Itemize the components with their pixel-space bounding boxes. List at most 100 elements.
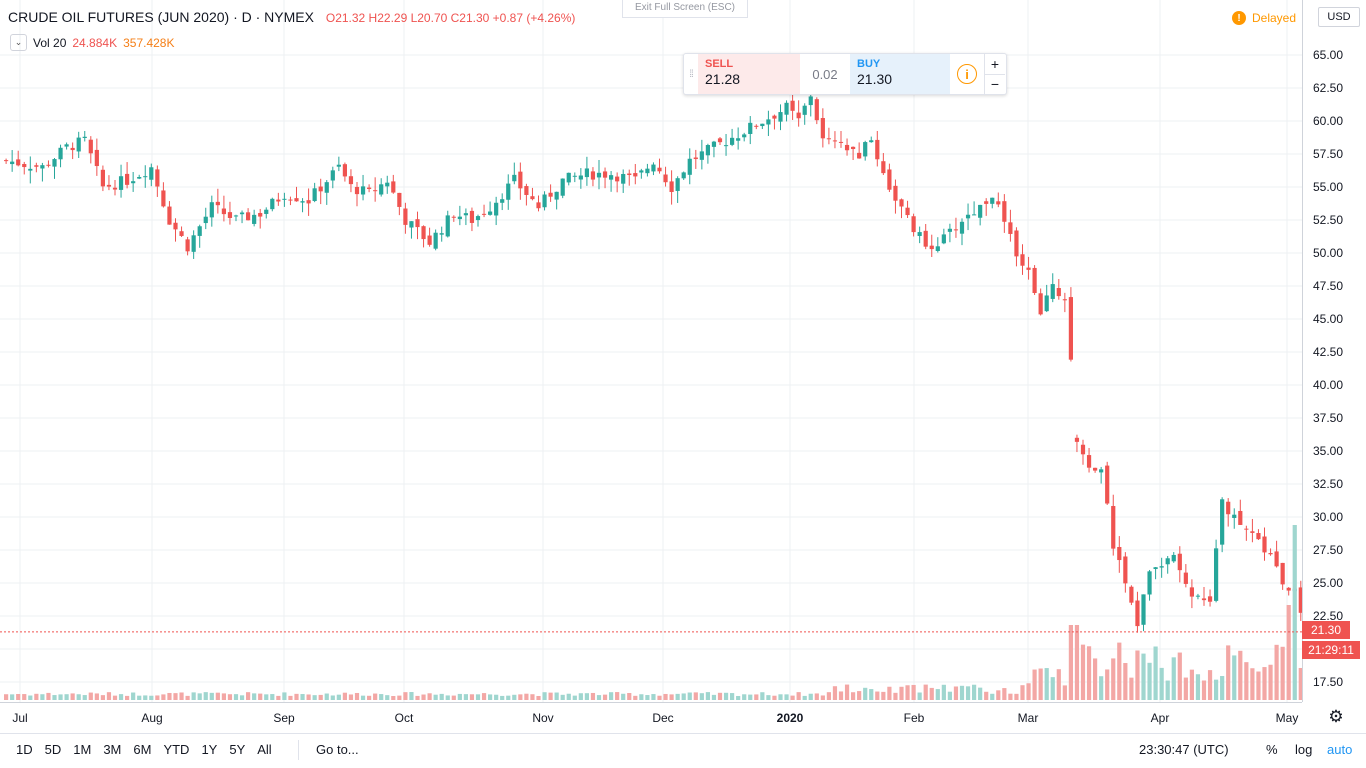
range-button-6m[interactable]: 6M <box>133 742 152 757</box>
auto-toggle[interactable]: auto <box>1327 742 1353 757</box>
candle-body <box>203 216 208 224</box>
clock[interactable]: 23:30:47 (UTC) <box>1139 742 1229 757</box>
volume-bar <box>348 694 354 700</box>
candle-body <box>451 216 456 218</box>
price-tick: 32.50 <box>1313 477 1344 491</box>
volume-bar <box>669 694 674 700</box>
candle-body <box>802 105 807 115</box>
volume-bar <box>1105 669 1110 700</box>
price-tick: 35.00 <box>1313 444 1344 458</box>
delayed-indicator[interactable]: ! Delayed <box>1232 11 1296 25</box>
volume-bar <box>717 692 723 700</box>
goto-button[interactable]: Go to... <box>316 742 359 757</box>
price-tick: 60.00 <box>1313 114 1344 128</box>
range-button-all[interactable]: All <box>257 742 272 757</box>
candle-body <box>911 216 916 233</box>
volume-bar <box>1195 674 1201 700</box>
range-button-1y[interactable]: 1Y <box>201 742 218 757</box>
range-button-1d[interactable]: 1D <box>16 742 33 757</box>
volume-bar <box>808 693 813 700</box>
range-button-ytd[interactable]: YTD <box>163 742 190 757</box>
candle-body <box>227 212 233 218</box>
candle-body <box>469 210 475 223</box>
candle-body <box>360 186 366 195</box>
volume-legend[interactable]: ⌄ Vol 20 24.884K 357.428K <box>10 34 174 51</box>
volume-bar <box>651 694 656 700</box>
price-tick: 62.50 <box>1313 81 1344 95</box>
range-button-3m[interactable]: 3M <box>103 742 122 757</box>
price-axis[interactable]: 65.00 62.50 60.00 57.50 55.00 52.50 50.00 47.50… <box>1302 0 1366 702</box>
candle-body <box>118 176 124 190</box>
volume-bar <box>1002 688 1007 700</box>
volume-bar <box>663 693 668 700</box>
candle-body <box>379 184 384 195</box>
candle-body <box>584 168 589 178</box>
drag-handle-icon[interactable]: ⁞⁞ <box>689 68 694 80</box>
volume-bar <box>46 692 51 700</box>
exit-fullscreen-button[interactable]: Exit Full Screen (ESC) <box>622 0 748 18</box>
volume-bar <box>457 693 462 700</box>
chevron-down-icon[interactable]: ⌄ <box>10 34 27 51</box>
candle-body <box>1074 437 1080 442</box>
volume-bar <box>530 694 535 700</box>
volume-bar <box>1214 679 1219 700</box>
candle-body <box>76 137 81 152</box>
quantity-stepper: + − <box>984 54 1005 94</box>
volume-bar <box>1068 625 1073 700</box>
volume-bar <box>112 695 118 700</box>
volume-bar <box>590 692 596 700</box>
volume-bar <box>693 692 698 700</box>
price-tick: 17.50 <box>1313 675 1344 689</box>
volume-bar <box>1135 650 1140 700</box>
time-tick: 2020 <box>776 711 804 725</box>
volume-bar <box>40 694 45 700</box>
volume-bar <box>584 693 589 700</box>
currency-button[interactable]: USD <box>1318 7 1360 27</box>
sell-button[interactable]: SELL 21.28 <box>698 54 800 94</box>
volume-bar <box>1117 642 1122 700</box>
gear-icon[interactable]: ⚙ <box>1328 707 1344 726</box>
info-button[interactable]: i <box>950 54 984 94</box>
volume-bar <box>929 687 934 700</box>
symbol-title[interactable]: CRUDE OIL FUTURES (JUN 2020) · D · NYMEX… <box>8 9 575 25</box>
volume-bar <box>391 695 396 700</box>
ohlc-values: O21.32 H22.29 L20.70 C21.30 +0.87 (+4.26… <box>325 11 576 25</box>
volume-bar <box>481 693 487 700</box>
volume-bar <box>143 695 148 700</box>
volume-bar <box>796 692 801 700</box>
candle-body <box>391 181 396 193</box>
buy-button[interactable]: BUY 21.30 <box>850 54 950 94</box>
candle-body <box>524 186 529 195</box>
range-button-5d[interactable]: 5D <box>44 742 62 757</box>
volume-bar <box>288 695 293 700</box>
candle-body <box>149 167 154 180</box>
candle-body <box>1171 554 1176 562</box>
percent-toggle[interactable]: % <box>1266 742 1278 757</box>
minus-button[interactable]: − <box>985 73 1005 95</box>
range-button-1m[interactable]: 1M <box>73 742 92 757</box>
candlestick-chart[interactable] <box>0 0 1302 702</box>
plus-button[interactable]: + <box>990 55 1000 72</box>
volume-bar <box>70 693 75 700</box>
volume-bar <box>1183 677 1188 700</box>
candle-body <box>512 174 517 182</box>
volume-bar <box>596 695 602 700</box>
candle-body <box>627 173 632 176</box>
time-axis[interactable]: Jul Aug Sep Oct Nov Dec 2020 Feb Mar Apr May <box>0 702 1302 732</box>
candle-body <box>917 232 922 236</box>
volume-bar <box>965 686 971 700</box>
volume-bar <box>367 695 372 700</box>
volume-bar <box>1244 662 1249 700</box>
price-tick: 25.00 <box>1313 576 1344 590</box>
range-button-5y[interactable]: 5Y <box>229 742 246 757</box>
volume-bar <box>1268 664 1273 700</box>
volume-bar <box>1111 658 1116 700</box>
candle-body <box>191 235 196 252</box>
trade-panel: ⁞⁞ SELL 21.28 0.02 BUY 21.30 i + − <box>683 53 1007 95</box>
chart-area[interactable] <box>0 0 1302 702</box>
volume-bar <box>1093 658 1098 700</box>
volume-bar <box>306 694 311 700</box>
candle-body <box>602 171 608 178</box>
log-toggle[interactable]: log <box>1295 742 1313 757</box>
volume-bar <box>548 692 553 700</box>
